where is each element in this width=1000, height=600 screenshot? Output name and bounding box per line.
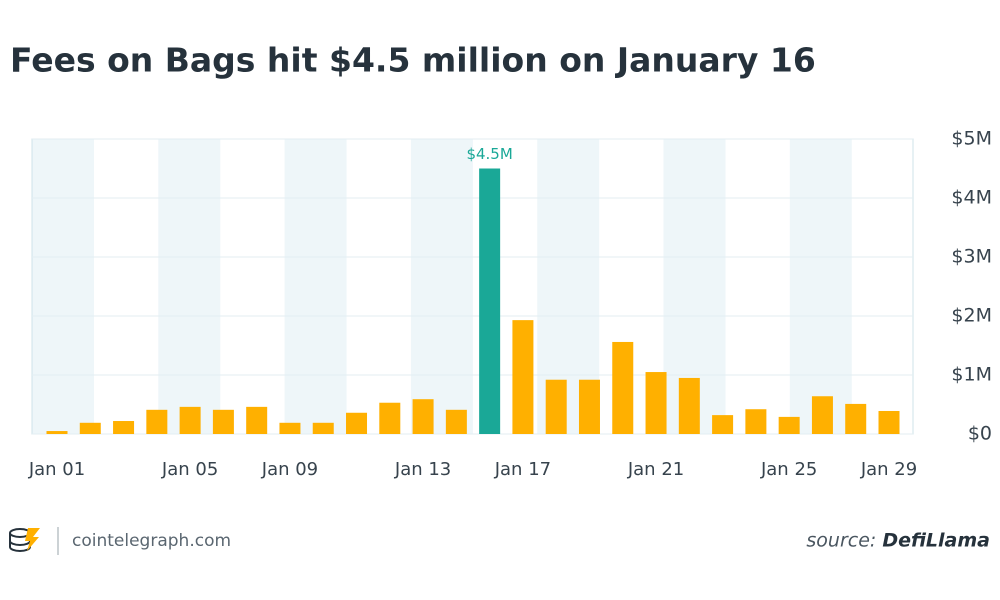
bar [79,422,101,434]
stripe [789,139,852,434]
x-tick-label: Jan 09 [261,459,318,480]
bar [545,379,567,434]
bar [46,431,68,434]
stripe [158,139,221,434]
x-tick-label: Jan 17 [494,459,551,480]
y-tick-label: $1M [951,364,992,386]
data-label: $4.5M [466,145,512,163]
brand: cointelegraph.com [72,531,231,551]
x-tick-label: Jan 05 [161,459,218,480]
y-tick-label: $2M [951,305,992,327]
bar [612,341,634,434]
stripe [284,139,347,434]
bar [745,409,767,434]
bar [712,415,734,434]
y-tick-label: $3M [951,246,992,268]
bar [179,406,201,434]
stripe [410,139,473,434]
bar [845,403,867,434]
background-stripes [32,139,852,434]
bar [246,406,268,434]
x-tick-label: Jan 21 [627,459,684,480]
bar [512,320,534,434]
bar [312,422,334,434]
bar [346,412,368,434]
bar [412,399,434,434]
x-tick-label: Jan 25 [760,459,817,480]
bar [279,422,301,434]
bar [878,410,900,434]
bar [578,379,600,434]
y-tick-label: $5M [951,128,992,150]
x-tick-label: Jan 13 [394,459,451,480]
x-tick-label: Jan 29 [860,459,917,480]
source-name: DefiLlama [882,530,990,552]
bar [146,409,168,434]
chart-title: Fees on Bags hit $4.5 million on January… [10,41,816,80]
bar [445,409,467,434]
y-tick-label: $0 [968,423,992,445]
y-tick-label: $4M [951,187,992,209]
logo [9,527,59,555]
x-tick-label: Jan 01 [28,459,85,480]
bar [778,416,800,434]
bar [113,421,135,434]
stripe [32,139,94,434]
bar [645,372,667,434]
bar [379,402,401,434]
source-label: source: [806,530,876,552]
bar [212,409,234,434]
bar [479,168,501,434]
bar [811,396,833,434]
bar [678,377,700,434]
